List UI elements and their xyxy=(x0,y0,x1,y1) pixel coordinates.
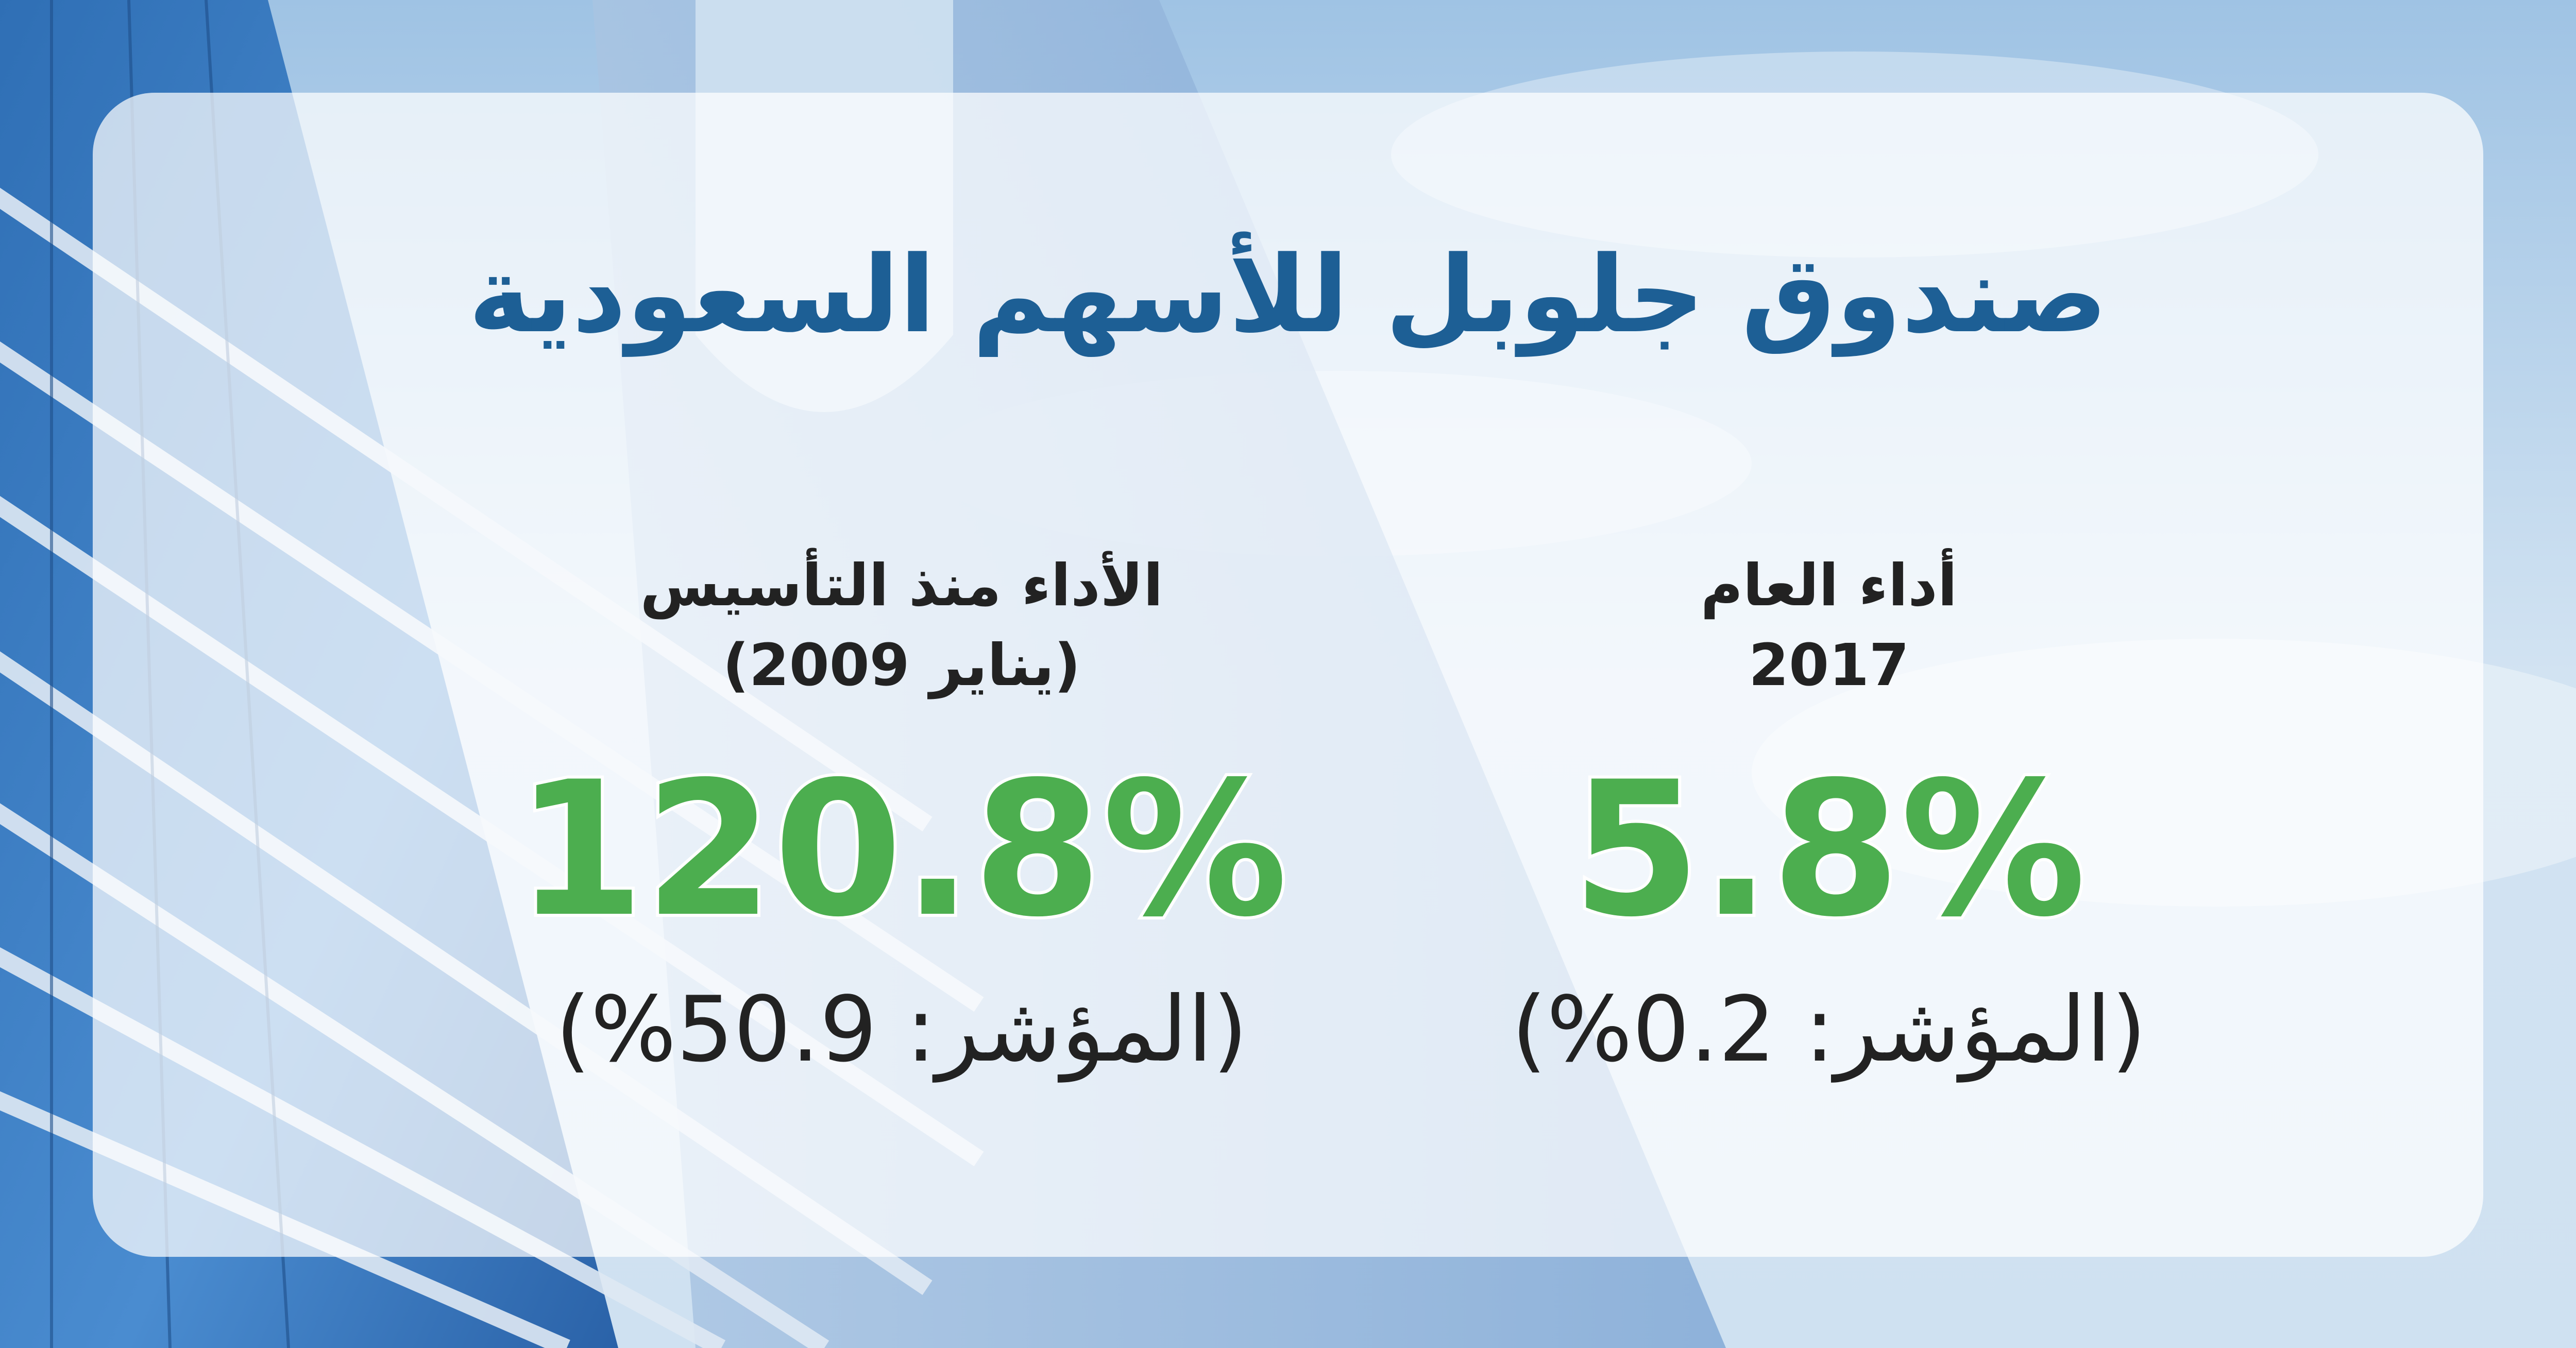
since-inception-value: 120.8% xyxy=(512,742,1291,958)
since-inception-label: الأداء منذ التأسيس xyxy=(640,552,1163,619)
fund-title: صندوق جلوبل للأسهم السعودية xyxy=(468,234,2108,356)
content-panel xyxy=(93,93,2483,1257)
annual-label: أداء العام xyxy=(1700,552,1958,619)
since-inception-date: (يناير 2009) xyxy=(722,632,1081,699)
annual-value: 5.8% xyxy=(1569,742,2089,958)
since-inception-stat: الأداء منذ التأسيس (يناير 2009) 120.8% (… xyxy=(422,546,1381,1087)
annual-stat: أداء العام 2017 5.8% (المؤشر: 0.2%) xyxy=(1468,546,2190,1087)
annual-index: (المؤشر: 0.2%) xyxy=(1511,978,2147,1082)
annual-year: 2017 xyxy=(1749,632,1909,699)
since-inception-index: (المؤشر: 50.9%) xyxy=(555,978,1248,1082)
